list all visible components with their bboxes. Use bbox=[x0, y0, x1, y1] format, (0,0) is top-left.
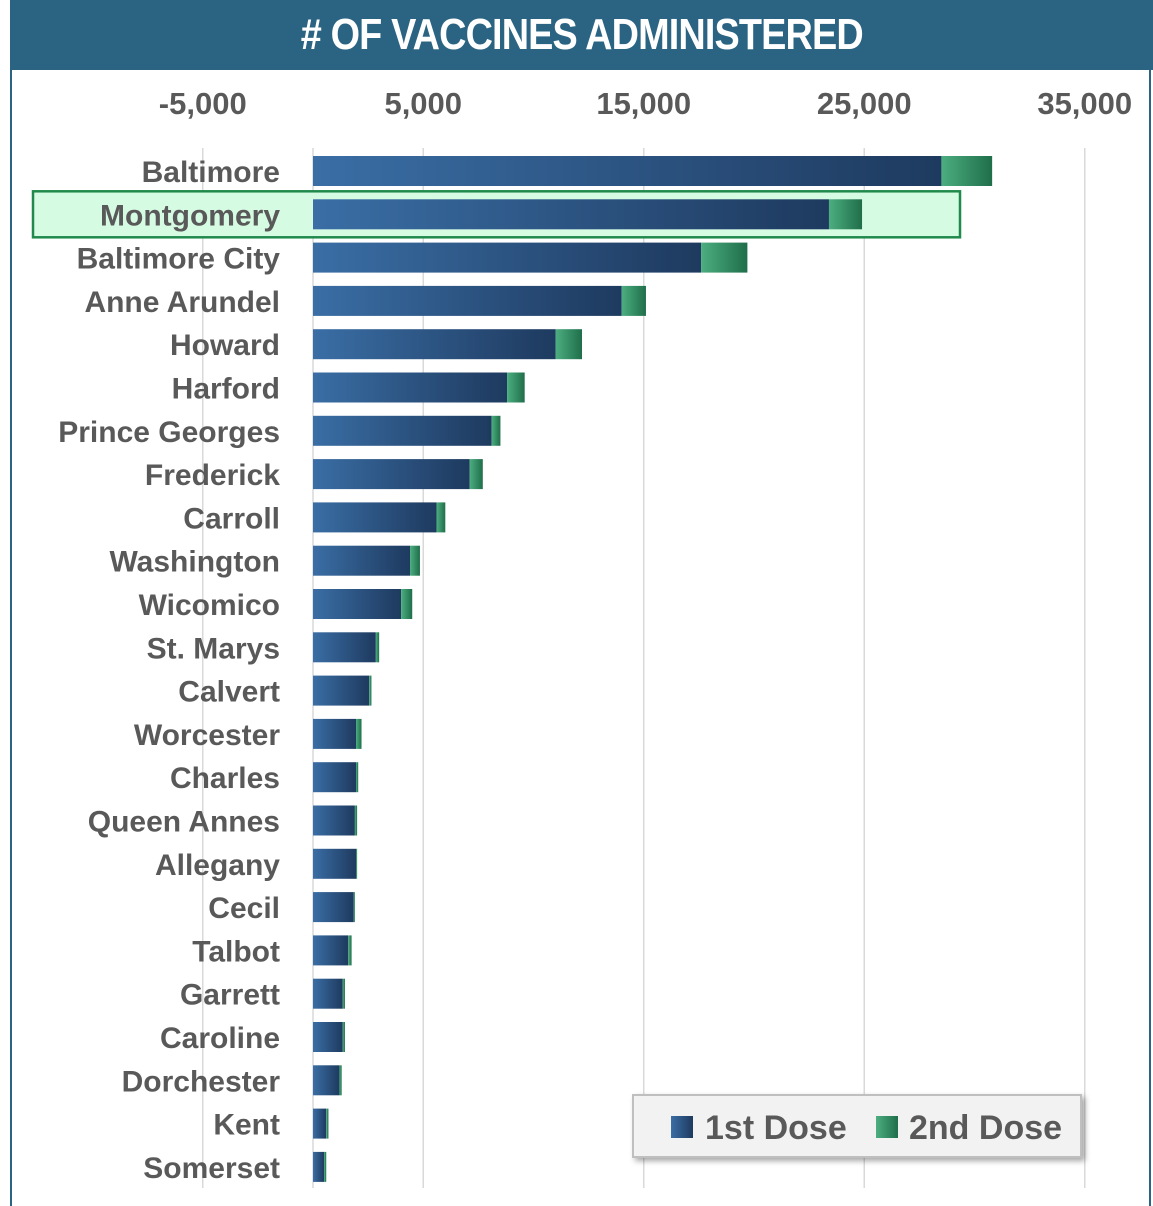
bar-dose1-wicomico bbox=[313, 589, 402, 619]
x-tick-label: -5,000 bbox=[159, 86, 247, 121]
x-tick-label: 25,000 bbox=[817, 86, 912, 121]
category-label-somerset: Somerset bbox=[143, 1152, 280, 1185]
category-label-harford: Harford bbox=[172, 373, 280, 406]
bar-dose1-kent bbox=[313, 1108, 327, 1139]
bar-dose1-montgomery bbox=[313, 199, 829, 230]
category-label-st-marys: St. Marys bbox=[147, 632, 280, 665]
bar-dose2-queen-annes bbox=[354, 805, 358, 836]
bar-dose1-frederick bbox=[313, 459, 470, 490]
chart-title: # OF VACCINES ADMINISTERED bbox=[300, 10, 863, 59]
bar-dose2-calvert bbox=[369, 675, 372, 706]
bar-dose1-harford bbox=[313, 372, 508, 403]
bar-dose1-baltimore-city bbox=[313, 242, 702, 273]
bar-dose2-anne-arundel bbox=[621, 285, 646, 316]
bar-dose1-queen-annes bbox=[313, 805, 355, 836]
bar-dose1-prince-georges bbox=[313, 415, 492, 446]
bar-dose1-anne-arundel bbox=[313, 285, 622, 316]
bar-dose1-garrett bbox=[313, 978, 343, 1009]
category-label-wicomico: Wicomico bbox=[139, 589, 280, 622]
bar-dose1-talbot bbox=[313, 935, 349, 966]
bar-dose2-baltimore bbox=[941, 156, 993, 186]
legend-label-dose2: 2nd Dose bbox=[909, 1109, 1062, 1147]
bars bbox=[313, 156, 993, 1182]
category-label-kent: Kent bbox=[213, 1109, 280, 1142]
bar-dose1-worcester bbox=[313, 718, 356, 749]
bar-dose2-worcester bbox=[355, 718, 362, 749]
bar-dose2-harford bbox=[507, 372, 525, 403]
x-tick-label: 35,000 bbox=[1037, 86, 1132, 121]
bar-dose2-talbot bbox=[348, 935, 352, 966]
bar-dose1-caroline bbox=[313, 1022, 343, 1052]
bar-dose2-garrett bbox=[342, 978, 345, 1009]
bar-dose1-charles bbox=[313, 762, 356, 793]
category-label-howard: Howard bbox=[170, 329, 280, 362]
bar-dose2-st-marys bbox=[375, 632, 380, 663]
bar-dose1-washington bbox=[313, 545, 411, 576]
category-label-worcester: Worcester bbox=[134, 719, 281, 752]
bar-dose1-st-marys bbox=[313, 632, 376, 663]
bar-dose1-somerset bbox=[313, 1151, 325, 1182]
category-label-allegany: Allegany bbox=[155, 849, 280, 882]
category-label-calvert: Calvert bbox=[178, 676, 280, 709]
bar-dose1-cecil bbox=[313, 892, 354, 923]
legend-swatch-dose2 bbox=[876, 1116, 898, 1138]
bar-dose2-caroline bbox=[342, 1022, 345, 1052]
category-label-charles: Charles bbox=[170, 762, 280, 795]
category-label-washington: Washington bbox=[109, 546, 280, 579]
x-axis-ticks: -5,000 5,000 15,000 25,000 35,000 bbox=[159, 86, 1132, 121]
bar-dose2-carroll bbox=[436, 502, 446, 533]
bar-dose1-allegany bbox=[313, 848, 356, 879]
bar-dose1-dorchester bbox=[313, 1065, 340, 1096]
category-label-queen-annes: Queen Annes bbox=[88, 806, 280, 839]
bar-dose1-howard bbox=[313, 329, 556, 360]
category-label-caroline: Caroline bbox=[160, 1022, 280, 1055]
category-label-talbot: Talbot bbox=[192, 935, 280, 968]
bar-dose2-wicomico bbox=[401, 589, 413, 619]
bar-dose2-dorchester bbox=[339, 1065, 342, 1096]
legend-label-dose1: 1st Dose bbox=[705, 1109, 847, 1147]
category-label-anne-arundel: Anne Arundel bbox=[84, 286, 280, 319]
bar-dose2-frederick bbox=[469, 459, 483, 490]
category-label-cecil: Cecil bbox=[208, 892, 280, 925]
title-bar: # OF VACCINES ADMINISTERED bbox=[10, 0, 1153, 70]
category-label-montgomery: Montgomery bbox=[100, 199, 280, 232]
bar-dose2-prince-georges bbox=[491, 415, 501, 446]
x-tick-label: 15,000 bbox=[596, 86, 691, 121]
x-tick-label: 5,000 bbox=[384, 86, 462, 121]
category-labels: Baltimore Montgomery Baltimore City Anne Ar… bbox=[58, 156, 280, 1185]
bar-dose1-baltimore bbox=[313, 156, 942, 186]
bar-dose2-allegany bbox=[355, 848, 358, 879]
bar-dose2-kent bbox=[326, 1108, 329, 1139]
category-label-garrett: Garrett bbox=[180, 979, 280, 1012]
category-label-baltimore-city: Baltimore City bbox=[77, 243, 281, 276]
bar-dose2-howard bbox=[555, 329, 583, 360]
bar-dose2-washington bbox=[410, 545, 420, 576]
bar-dose2-cecil bbox=[353, 892, 355, 923]
bar-dose1-carroll bbox=[313, 502, 437, 533]
category-label-baltimore: Baltimore bbox=[142, 156, 280, 189]
bar-dose2-baltimore-city bbox=[701, 242, 748, 273]
category-label-dorchester: Dorchester bbox=[122, 1065, 281, 1098]
gridlines bbox=[202, 148, 1086, 1188]
legend: 1st Dose 2nd Dose bbox=[632, 1094, 1082, 1158]
category-label-prince-georges: Prince Georges bbox=[58, 416, 280, 449]
bar-dose2-montgomery bbox=[828, 199, 863, 230]
legend-box bbox=[632, 1094, 1082, 1158]
bar-dose2-somerset bbox=[324, 1151, 327, 1182]
bar-dose1-calvert bbox=[313, 675, 370, 706]
category-label-carroll: Carroll bbox=[183, 502, 280, 535]
bar-dose2-charles bbox=[355, 762, 359, 793]
category-label-frederick: Frederick bbox=[145, 459, 280, 492]
legend-swatch-dose1 bbox=[671, 1116, 693, 1138]
